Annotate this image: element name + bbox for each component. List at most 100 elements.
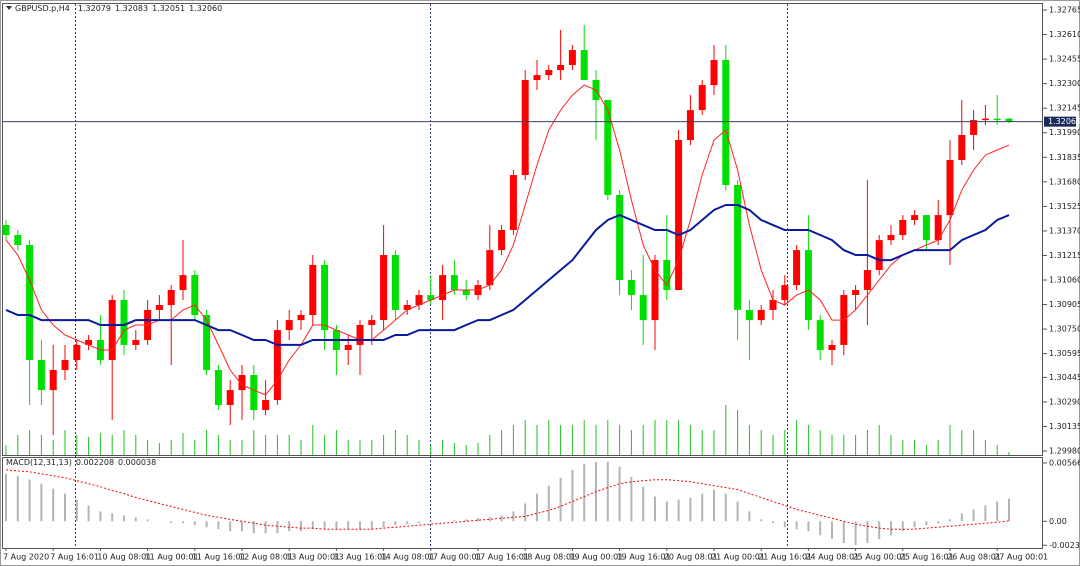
- candle-body: [85, 340, 93, 345]
- candle-body: [781, 285, 789, 300]
- macd-signal-line: [5, 469, 1010, 530]
- candle-body: [958, 134, 966, 160]
- candle-body: [533, 75, 541, 81]
- candle-body: [757, 309, 765, 321]
- x-tick-label: 27 Aug 00:01: [994, 553, 1048, 562]
- x-tick-label: 19 Aug 00:01: [569, 553, 623, 562]
- last-open: 1.32079: [77, 4, 111, 13]
- candle-body: [309, 264, 317, 316]
- candle-body: [321, 264, 329, 331]
- y-tick-label: 1.31215: [1049, 251, 1080, 260]
- candle-body: [911, 215, 919, 220]
- candle-body: [887, 235, 895, 241]
- symbol-title: GBPUSD.p,H4: [15, 4, 70, 13]
- candle-body: [498, 229, 506, 251]
- x-tick-label: 13 Aug 00:01: [286, 553, 340, 562]
- y-tick-label: 1.30750: [1049, 325, 1080, 334]
- last-close: 1.32060: [189, 4, 223, 13]
- x-tick-label: 25 Aug 16:01: [900, 553, 954, 562]
- candle-body: [285, 320, 293, 331]
- macd-header: MACD(12,31,13) 0.002208 0.000038: [6, 458, 156, 468]
- candle-body: [686, 110, 694, 141]
- x-tick-label: 17 Aug 00:01: [428, 553, 482, 562]
- candle-body: [262, 400, 270, 411]
- candle-body: [203, 315, 211, 370]
- macd-title: MACD(12,31,13): [6, 458, 72, 467]
- candle-body: [804, 250, 812, 321]
- candle-body: [863, 270, 871, 290]
- x-tick-label: 14 Aug 08:01: [381, 553, 435, 562]
- candle-body: [167, 289, 175, 306]
- x-tick-label: 26 Aug 08:01: [947, 553, 1001, 562]
- x-tick-label: 12 Aug 08:01: [239, 553, 293, 562]
- candle-body: [675, 140, 683, 290]
- candle-body: [273, 330, 281, 401]
- candle-body: [155, 305, 163, 310]
- y2-tick-label: -0.002333: [1049, 541, 1080, 550]
- y-tick-label: 1.32610: [1049, 30, 1080, 39]
- moving-average: [5, 84, 1010, 396]
- x-tick-label: 11 Aug 00:01: [145, 553, 199, 562]
- candle-body: [899, 219, 907, 236]
- last-price-label: 1.32060: [1048, 117, 1080, 126]
- candle-body: [450, 275, 458, 290]
- candle-body: [37, 359, 45, 391]
- candle-body: [734, 185, 742, 310]
- y-tick-label: 1.31835: [1049, 153, 1080, 162]
- candle-body: [14, 235, 22, 246]
- candle-body: [745, 309, 753, 321]
- y2-tick-label: 0.00: [1049, 517, 1067, 526]
- candle-body: [852, 289, 860, 296]
- candle-body: [226, 390, 234, 405]
- x-tick-label: 13 Aug 16:01: [333, 553, 387, 562]
- candle-body: [214, 369, 222, 405]
- candle-body: [368, 320, 376, 325]
- macd-last-signal: 0.000038: [118, 458, 157, 467]
- candle-body: [73, 344, 81, 360]
- candle-body: [568, 50, 576, 65]
- candle-body: [663, 260, 671, 290]
- last-low: 1.32051: [152, 4, 186, 13]
- menu-arrow[interactable]: [6, 6, 12, 10]
- candle-body: [698, 85, 706, 111]
- x-tick-label: 21 Aug 16:01: [758, 553, 812, 562]
- moving-average: [5, 204, 1010, 346]
- x-tick-label: 21 Aug 00:01: [711, 553, 765, 562]
- candle-body: [981, 118, 989, 121]
- x-tick-label: 10 Aug 08:01: [97, 553, 151, 562]
- x-tick-label: 11 Aug 16:01: [192, 553, 246, 562]
- candle-body: [415, 295, 423, 306]
- x-tick-label: 18 Aug 08:01: [522, 553, 576, 562]
- candle-body: [604, 99, 612, 195]
- candle-body: [439, 275, 447, 300]
- candle-body: [179, 275, 187, 290]
- x-tick-label: 25 Aug 00:01: [853, 553, 907, 562]
- y-tick-label: 1.31370: [1049, 226, 1080, 235]
- y-tick-label: 1.32455: [1049, 55, 1080, 64]
- macd-panel: [2, 457, 1043, 549]
- candle-body: [651, 260, 659, 321]
- candle-body: [356, 324, 364, 345]
- candle-body: [922, 215, 930, 241]
- candle-body: [816, 320, 824, 351]
- y-tick-label: 1.31525: [1049, 202, 1080, 211]
- candle-body: [2, 225, 10, 236]
- candle-body: [875, 240, 883, 271]
- x-tick-label: 7 Aug 2020: [3, 553, 49, 562]
- x-tick-label: 7 Aug 16:01: [50, 553, 99, 562]
- candle-body: [462, 289, 470, 296]
- y-tick-label: 1.30445: [1049, 373, 1080, 382]
- candle-body: [627, 280, 635, 296]
- y-tick-label: 1.32300: [1049, 79, 1080, 88]
- candle-body: [120, 299, 128, 345]
- macd-last-histogram: 0.002208: [75, 458, 115, 467]
- candle-body: [993, 118, 1001, 121]
- candle-body: [970, 120, 978, 135]
- candle-body: [250, 375, 258, 411]
- y-tick-label: 1.31990: [1049, 128, 1080, 137]
- candle-body: [580, 50, 588, 81]
- y-tick-label: 1.31680: [1049, 177, 1080, 186]
